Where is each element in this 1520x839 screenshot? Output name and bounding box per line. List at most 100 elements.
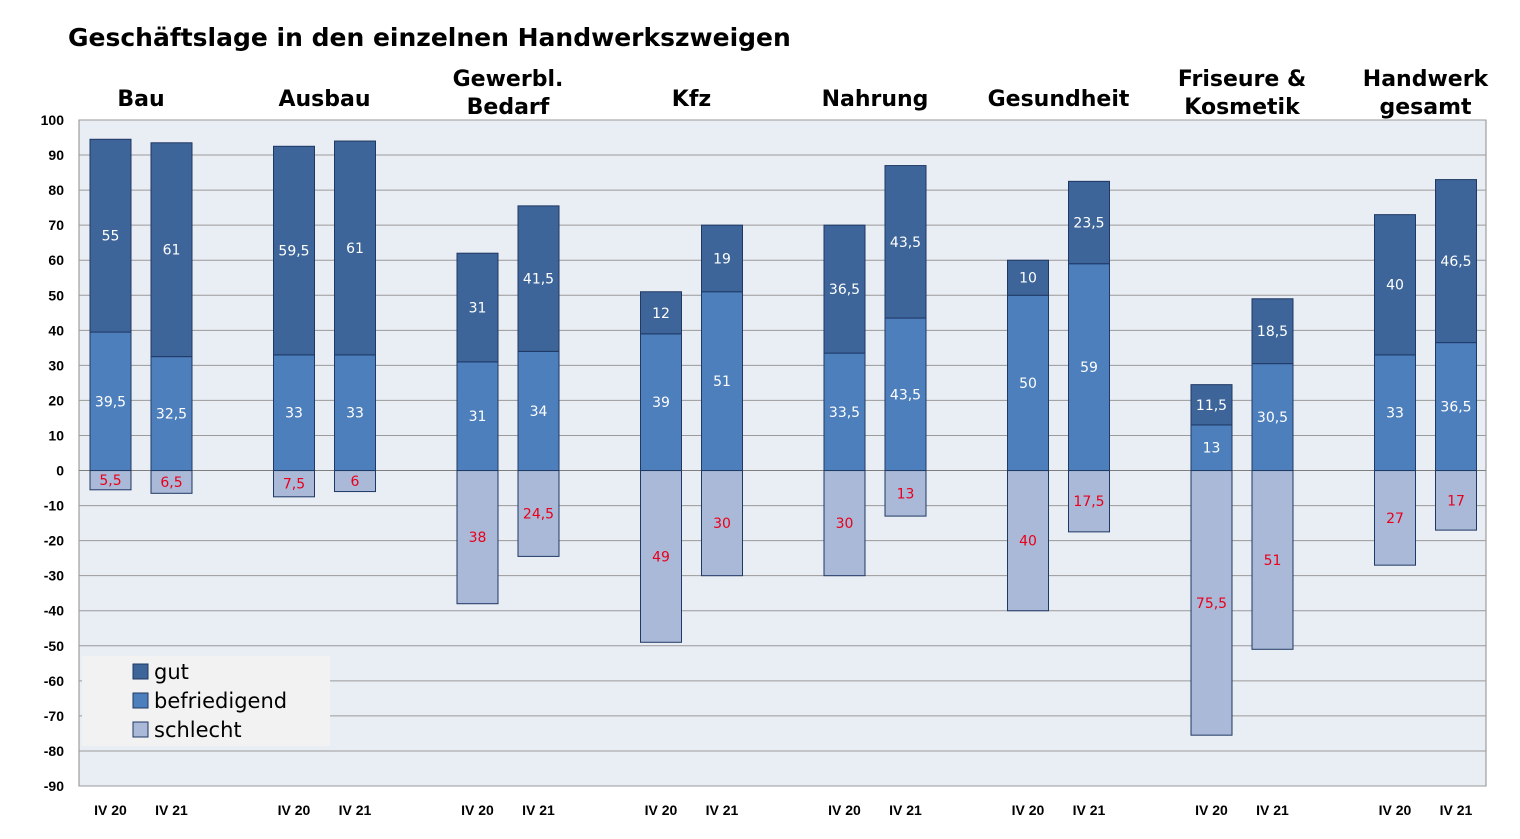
group-label: Handwerk <box>1363 67 1490 92</box>
bar-segment <box>884 165 927 319</box>
x-tick-label: IV 20 <box>828 802 861 818</box>
data-label: 36,5 <box>1440 400 1471 416</box>
bar-segment <box>701 291 743 472</box>
bar-segment <box>273 354 315 472</box>
x-tick-label: IV 20 <box>645 802 678 818</box>
data-label: 39,5 <box>95 394 126 410</box>
data-label: 30 <box>713 516 731 532</box>
y-tick-label: 30 <box>48 357 64 373</box>
data-label: 41,5 <box>523 272 554 288</box>
data-label: 32,5 <box>156 407 187 423</box>
bar-segment <box>334 140 376 356</box>
data-label: 75,5 <box>1196 596 1227 612</box>
y-tick-label: 90 <box>48 147 64 163</box>
data-label: 23,5 <box>1073 216 1104 232</box>
x-tick-label: IV 21 <box>1256 802 1289 818</box>
data-label: 33 <box>346 406 364 422</box>
stacked-bar: 31 31 38 <box>456 252 499 605</box>
x-tick-label: IV 20 <box>461 802 494 818</box>
legend-label: gut <box>154 660 189 684</box>
bar-segment <box>1251 470 1294 650</box>
data-label: 43,5 <box>890 387 921 403</box>
legend-swatch <box>132 663 149 680</box>
x-tick-label: IV 20 <box>94 802 127 818</box>
x-tick-label: IV 20 <box>1012 802 1045 818</box>
legend-label: schlecht <box>154 718 242 742</box>
data-label: 55 <box>102 229 120 245</box>
data-label: 59 <box>1080 360 1098 376</box>
y-tick-label: -40 <box>44 603 64 619</box>
stacked-bar: 41,5 34 24,5 <box>517 205 560 557</box>
bar-segment <box>273 470 315 498</box>
group-label: Gewerbl. <box>453 67 564 92</box>
data-label: 30,5 <box>1257 410 1288 426</box>
bar-segment <box>1435 470 1477 531</box>
data-label: 6,5 <box>160 475 182 491</box>
y-tick-label: -50 <box>44 638 64 654</box>
y-axis: 1009080706050403020100-10-20-30-40-50-60… <box>41 112 65 794</box>
bar-segment <box>1435 342 1477 472</box>
data-label: 51 <box>1264 553 1282 569</box>
data-label: 17 <box>1447 493 1465 509</box>
bar-segment <box>1251 298 1294 365</box>
data-label: 61 <box>163 243 181 259</box>
data-label: 61 <box>346 241 364 257</box>
x-tick-label: IV 21 <box>339 802 372 818</box>
y-tick-label: 10 <box>48 427 64 443</box>
data-label: 6 <box>351 474 360 490</box>
bar-segment <box>1374 354 1416 472</box>
bar-segment <box>1007 470 1049 612</box>
y-tick-label: -90 <box>44 778 64 794</box>
bar-segment <box>150 356 193 472</box>
group-label: Kfz <box>672 87 711 112</box>
data-label: 31 <box>469 301 487 317</box>
data-label: 40 <box>1019 534 1037 550</box>
y-tick-label: -20 <box>44 533 64 549</box>
data-label: 12 <box>652 306 670 322</box>
stacked-bar: 23,5 59 17,5 <box>1068 180 1110 533</box>
bar-segment <box>1190 470 1233 736</box>
y-tick-label: -80 <box>44 743 64 759</box>
data-label: 17,5 <box>1073 494 1104 510</box>
group-label: Friseure & <box>1178 67 1306 92</box>
data-label: 50 <box>1019 376 1037 392</box>
bar-segment <box>884 317 927 472</box>
stacked-bar: 61 33 6 <box>334 140 376 493</box>
data-label: 40 <box>1386 278 1404 294</box>
data-label: 18,5 <box>1257 324 1288 340</box>
x-tick-label: IV 21 <box>1440 802 1473 818</box>
stacked-bar: 46,5 36,5 17 <box>1435 179 1477 531</box>
stacked-bar: 59,5 33 7,5 <box>273 145 315 498</box>
chart-title: Geschäftslage in den einzelnen Handwerks… <box>68 23 791 52</box>
bar-segment <box>273 145 315 356</box>
stacked-bar: 40 33 27 <box>1374 214 1416 566</box>
group-label: Bedarf <box>467 95 550 120</box>
x-tick-label: IV 20 <box>1379 802 1412 818</box>
x-tick-label: IV 21 <box>889 802 922 818</box>
data-label: 59,5 <box>278 244 309 260</box>
bar-segment <box>1190 424 1233 472</box>
bar-segment <box>456 252 499 363</box>
bar-segment <box>640 291 682 335</box>
group-label: Nahrung <box>822 87 929 112</box>
y-tick-label: 70 <box>48 217 64 233</box>
data-label: 49 <box>652 549 670 565</box>
bar-segment <box>640 333 682 472</box>
data-label: 24,5 <box>523 506 554 522</box>
x-axis: IV 20 IV 21 IV 20 IV 21 IV 20 IV 21 IV 20 IV 21… <box>94 802 1472 818</box>
data-label: 13 <box>897 486 915 502</box>
stacked-bar: 10 50 40 <box>1007 259 1049 612</box>
bar-segment <box>517 205 560 352</box>
stacked-bar: 18,5 30,5 51 <box>1251 298 1294 650</box>
y-tick-label: 60 <box>48 252 64 268</box>
bar-segment <box>1374 470 1416 566</box>
y-tick-label: 40 <box>48 322 64 338</box>
stacked-bar: 36,5 33,5 30 <box>823 224 866 577</box>
bar-segment <box>150 142 193 358</box>
bar-segment <box>1251 363 1294 472</box>
stacked-bar: 11,5 13 75,5 <box>1190 384 1233 736</box>
group-label: Ausbau <box>278 87 370 112</box>
group-labels: Bau Ausbau Gewerbl. Bedarf Kfz Nahrung Gesundh… <box>117 67 1489 120</box>
legend: gut befriedigend schlecht <box>82 656 330 746</box>
